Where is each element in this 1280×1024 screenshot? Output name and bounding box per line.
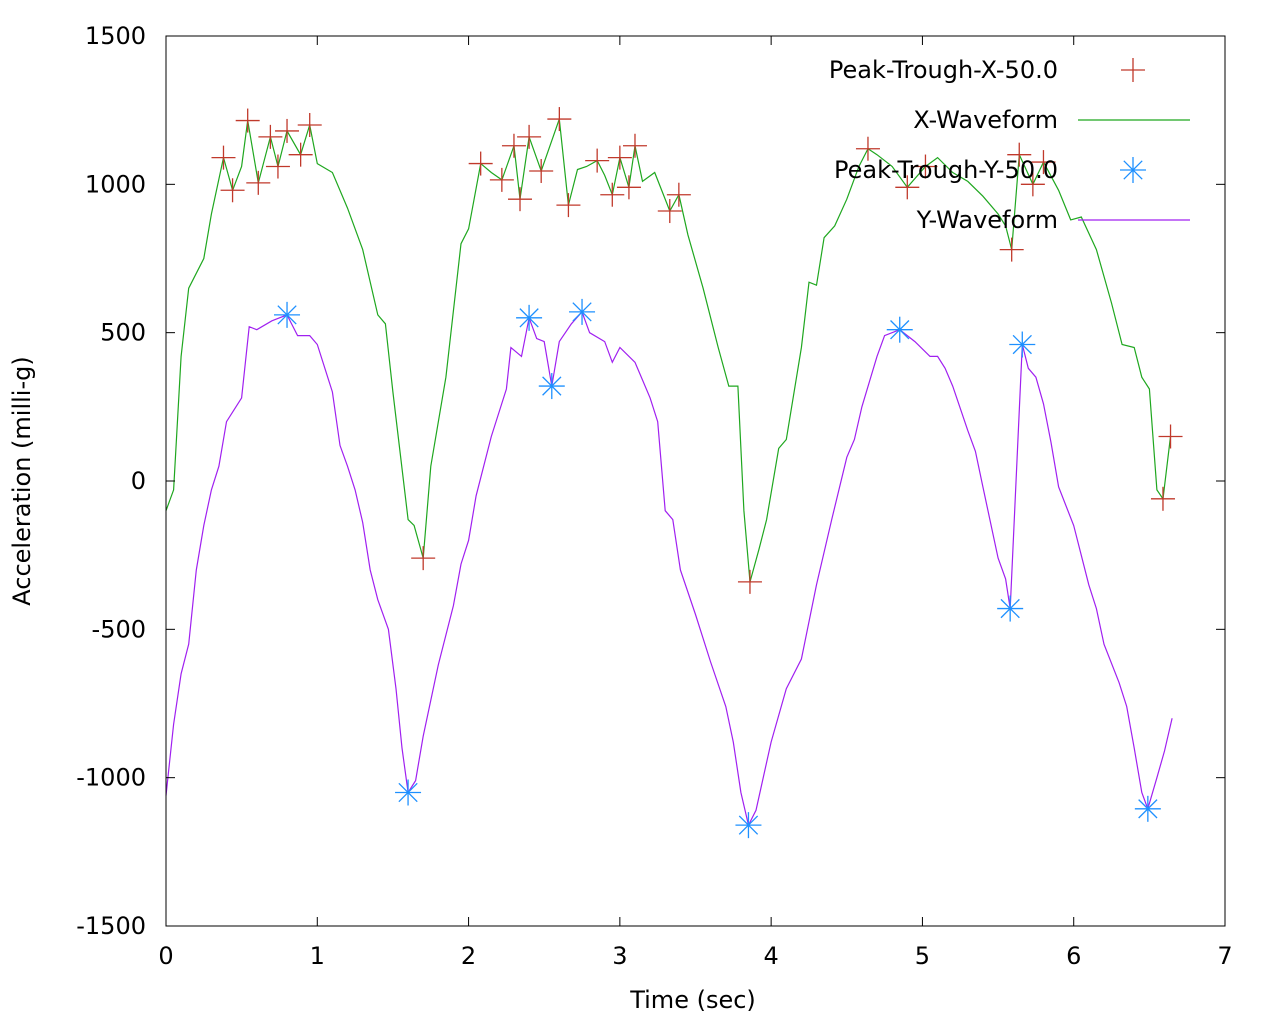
data-point-plus — [468, 151, 493, 176]
legend: Peak-Trough-X-50.0 X-Waveform Peak-Trough-… — [829, 56, 1190, 234]
data-point-plus — [600, 182, 625, 207]
data-point-star — [395, 779, 422, 806]
data-point-plus — [666, 182, 691, 207]
data-point-plus — [220, 178, 245, 203]
y-tick-label: 1500 — [85, 22, 146, 50]
legend-label: X-Waveform — [913, 106, 1058, 134]
data-point-star — [997, 595, 1024, 622]
data-point-plus — [1007, 142, 1032, 167]
axis-ticks: 0 1 2 3 4 5 6 7 -1500 -1000 -500 0 500 1000 1500 — [76, 22, 1232, 970]
legend-label: Peak-Trough-X-50.0 — [829, 56, 1058, 84]
data-point-plus — [622, 133, 647, 158]
plot-layer — [165, 107, 1183, 839]
data-point-plus — [489, 167, 514, 192]
data-point-plus — [501, 133, 526, 158]
x-axis-title: Time (sec) — [629, 986, 756, 1014]
data-point-plus — [657, 199, 682, 224]
data-point-plus — [895, 175, 920, 200]
data-point-star — [569, 298, 596, 325]
data-point-plus — [1158, 424, 1183, 449]
legend-plus-sample — [1121, 58, 1145, 82]
data-point-plus — [211, 145, 236, 170]
data-point-plus — [275, 118, 300, 143]
x-tick-label: 5 — [915, 942, 930, 970]
legend-entry: Peak-Trough-Y-50.0 — [834, 156, 1146, 184]
data-point-plus — [265, 154, 290, 179]
x-tick-label: 6 — [1066, 942, 1081, 970]
data-point-plus — [737, 569, 762, 594]
data-point-plus — [1020, 172, 1045, 197]
data-point-star — [886, 316, 913, 343]
y-axis-title: Acceleration (milli-g) — [8, 356, 36, 605]
data-point-plus — [529, 158, 554, 183]
x-tick-label: 3 — [612, 942, 627, 970]
series-points-peak-trough-x-50-0 — [211, 107, 1183, 594]
legend-label: Y-Waveform — [916, 206, 1058, 234]
x-tick-label: 1 — [310, 942, 325, 970]
data-point-star — [1009, 331, 1036, 358]
data-point-plus — [547, 107, 572, 132]
data-point-plus — [616, 175, 641, 200]
legend-entry: Y-Waveform — [916, 206, 1190, 234]
data-point-plus — [508, 187, 533, 212]
legend-entry: X-Waveform — [913, 106, 1190, 134]
y-tick-label: 500 — [100, 319, 146, 347]
data-point-plus — [411, 546, 436, 571]
data-point-plus — [913, 154, 938, 179]
data-point-plus — [1031, 150, 1056, 175]
data-point-plus — [297, 113, 322, 137]
data-point-plus — [556, 193, 581, 218]
data-point-star — [516, 304, 543, 331]
data-point-star — [1134, 795, 1161, 822]
data-point-plus — [517, 124, 542, 149]
data-point-plus — [246, 170, 271, 195]
legend-star-sample — [1120, 157, 1146, 183]
data-point-plus — [855, 136, 880, 161]
y-tick-label: -1500 — [76, 912, 146, 940]
data-point-plus — [999, 237, 1024, 262]
data-point-plus — [258, 124, 283, 149]
data-point-plus — [1150, 486, 1175, 511]
series-points-peak-trough-y-50-0 — [274, 298, 1161, 839]
y-tick-label: 1000 — [85, 170, 146, 198]
data-point-plus — [585, 148, 610, 173]
legend-entry: Peak-Trough-X-50.0 — [829, 56, 1145, 84]
data-point-star — [538, 373, 565, 400]
y-tick-label: -1000 — [76, 764, 146, 792]
y-tick-label: -500 — [92, 615, 146, 643]
x-tick-label: 4 — [764, 942, 779, 970]
data-point-star — [735, 812, 762, 839]
x-tick-label: 2 — [461, 942, 476, 970]
data-point-star — [274, 301, 301, 328]
legend-label: Peak-Trough-Y-50.0 — [834, 156, 1058, 184]
x-tick-label: 7 — [1217, 942, 1232, 970]
data-point-plus — [607, 145, 632, 170]
data-point-plus — [288, 142, 313, 167]
x-tick-label: 0 — [158, 942, 173, 970]
y-tick-label: 0 — [131, 467, 146, 495]
series-line-x-waveform — [165, 118, 1172, 583]
data-point-plus — [235, 108, 260, 133]
